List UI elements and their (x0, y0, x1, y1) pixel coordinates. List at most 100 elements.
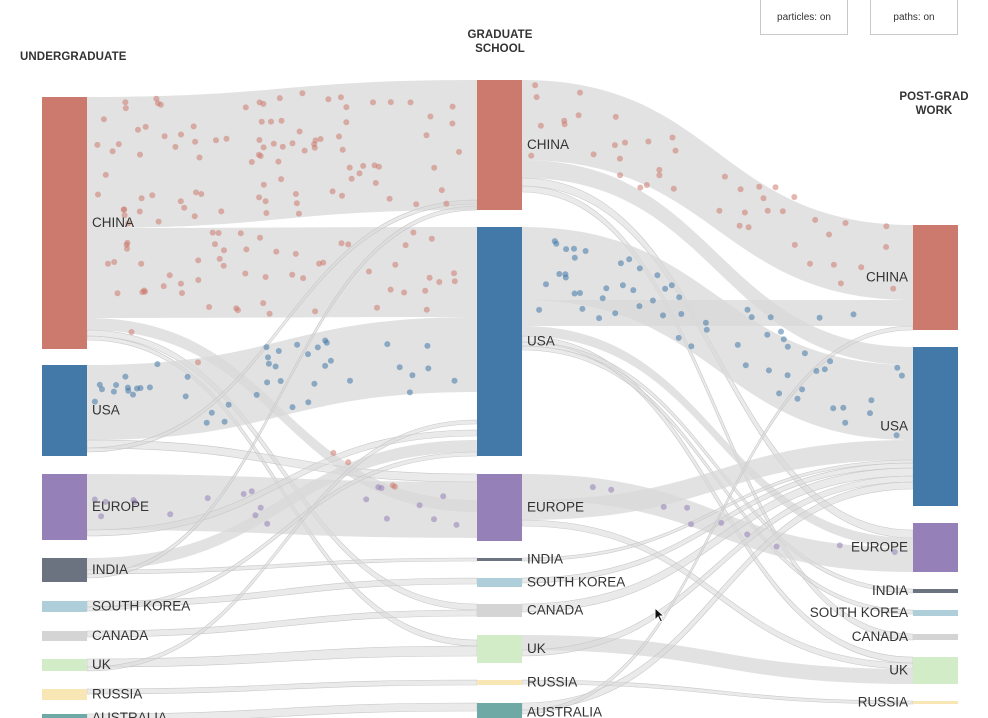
node-postgrad-europe[interactable] (913, 523, 958, 572)
node-postgrad-china[interactable] (913, 225, 958, 330)
particle (617, 172, 624, 179)
particle (208, 409, 215, 416)
particle (122, 373, 129, 380)
particle (218, 208, 225, 215)
particle (114, 290, 121, 297)
node-undergrad-europe[interactable] (42, 474, 87, 540)
particle (91, 496, 98, 503)
particle (221, 418, 228, 425)
node-grad-australia[interactable] (477, 703, 522, 718)
particle (616, 155, 623, 162)
particle (262, 274, 269, 280)
particle (240, 491, 247, 497)
particle (122, 105, 129, 112)
particle (263, 344, 270, 351)
particle (451, 278, 458, 285)
particle (130, 497, 137, 503)
particle (363, 496, 370, 503)
node-grad-europe[interactable] (477, 474, 522, 541)
node-postgrad-uk[interactable] (913, 657, 958, 684)
flow-link-russia-to-russia[interactable] (86, 679, 478, 695)
particle (289, 140, 296, 147)
flow-link-uk-to-uk[interactable] (86, 645, 478, 668)
particle (807, 260, 813, 267)
flow-link-china-to-china[interactable] (522, 80, 913, 300)
particles-toggle-button[interactable]: particles: on (760, 0, 848, 35)
node-postgrad-canada[interactable] (913, 634, 958, 640)
particle (813, 368, 820, 374)
particle (198, 191, 205, 197)
node-grad-india[interactable] (477, 558, 522, 561)
particle (301, 147, 308, 154)
particle (193, 189, 199, 196)
particle (242, 104, 249, 111)
particle (532, 82, 539, 89)
node-label-postgrad-south-korea: SOUTH KOREA (810, 605, 908, 620)
particle (772, 184, 779, 191)
node-label-postgrad-india: INDIA (872, 583, 908, 598)
particle (571, 254, 578, 261)
particle (883, 223, 890, 230)
node-undergrad-canada[interactable] (42, 631, 87, 641)
paths-toggle-button[interactable]: paths: on (870, 0, 958, 35)
node-postgrad-usa[interactable] (913, 347, 958, 506)
node-undergrad-china[interactable] (42, 97, 87, 349)
flow-link-uk-to-uk[interactable] (522, 635, 913, 684)
particle (741, 209, 748, 216)
node-postgrad-russia[interactable] (913, 701, 958, 704)
particle (893, 432, 900, 439)
node-grad-canada[interactable] (477, 604, 522, 617)
particle (830, 261, 837, 268)
particle (276, 95, 283, 102)
flow-link-china-to-china[interactable] (87, 80, 477, 228)
node-grad-russia[interactable] (477, 680, 522, 685)
node-undergrad-india[interactable] (42, 558, 87, 582)
node-label-grad-canada: CANADA (527, 603, 583, 618)
flow-link-usa-to-usa[interactable] (522, 227, 913, 440)
node-label-undergrad-south-korea: SOUTH KOREA (92, 599, 190, 614)
particle (278, 117, 285, 124)
node-undergrad-russia[interactable] (42, 689, 87, 700)
node-label-undergrad-china: CHINA (92, 215, 134, 230)
particle (716, 207, 723, 214)
flow-link-china-to-usa[interactable] (87, 227, 477, 318)
flow-link-china-to-usa[interactable] (522, 160, 913, 365)
node-postgrad-india[interactable] (913, 589, 958, 593)
particle (223, 135, 230, 142)
particle (233, 305, 240, 312)
node-grad-south-korea[interactable] (477, 578, 522, 587)
node-undergrad-uk[interactable] (42, 659, 87, 671)
particle (449, 103, 456, 110)
node-undergrad-usa[interactable] (42, 365, 87, 456)
flow-link-india-to-usa[interactable] (87, 440, 477, 570)
particle (424, 342, 431, 349)
particle (265, 354, 271, 361)
particle (220, 262, 227, 269)
particle (212, 241, 218, 248)
particle (109, 148, 116, 155)
node-postgrad-south-korea[interactable] (913, 610, 958, 616)
particle (311, 380, 318, 387)
node-grad-uk[interactable] (477, 635, 522, 663)
particle (736, 222, 743, 229)
particle (270, 140, 277, 147)
particle (161, 133, 168, 140)
node-grad-usa[interactable] (477, 227, 522, 456)
particle (451, 270, 457, 277)
flow-links (86, 80, 914, 718)
particle (778, 328, 784, 335)
particle (225, 401, 232, 408)
particle (791, 241, 798, 248)
flow-link-usa-to-europe[interactable] (522, 326, 913, 548)
particle (589, 484, 596, 491)
flow-link-europe-to-usa[interactable] (522, 440, 913, 520)
particle (423, 132, 430, 139)
flow-link-usa-to-china[interactable] (522, 300, 913, 326)
particle (166, 272, 173, 279)
node-grad-china[interactable] (477, 80, 522, 210)
node-undergrad-south-korea[interactable] (42, 601, 87, 612)
particle (688, 521, 694, 528)
particle (263, 210, 270, 216)
node-undergrad-australia[interactable] (42, 714, 87, 718)
